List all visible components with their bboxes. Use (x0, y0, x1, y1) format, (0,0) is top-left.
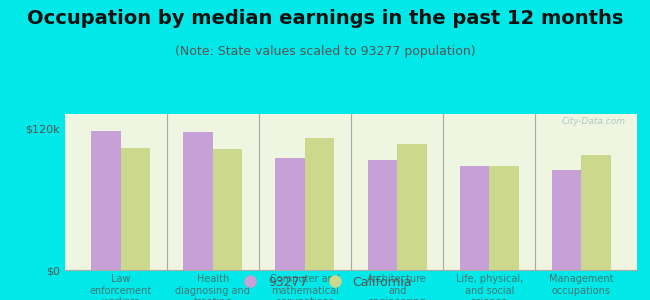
Bar (460, 166, 489, 270)
Bar (91, 130, 120, 270)
Bar (368, 160, 397, 270)
Bar (397, 143, 426, 270)
Text: Occupation by median earnings in the past 12 months: Occupation by median earnings in the pas… (27, 9, 623, 28)
Bar (552, 169, 582, 270)
Legend: 93277, California: 93277, California (233, 271, 417, 294)
Bar (489, 166, 519, 270)
Bar (276, 158, 305, 270)
Bar (120, 148, 150, 270)
Bar (213, 149, 242, 270)
Text: City-Data.com: City-Data.com (562, 117, 625, 126)
Bar (305, 138, 334, 270)
Bar (183, 132, 213, 270)
Text: (Note: State values scaled to 93277 population): (Note: State values scaled to 93277 popu… (175, 45, 475, 58)
Bar (582, 155, 611, 270)
